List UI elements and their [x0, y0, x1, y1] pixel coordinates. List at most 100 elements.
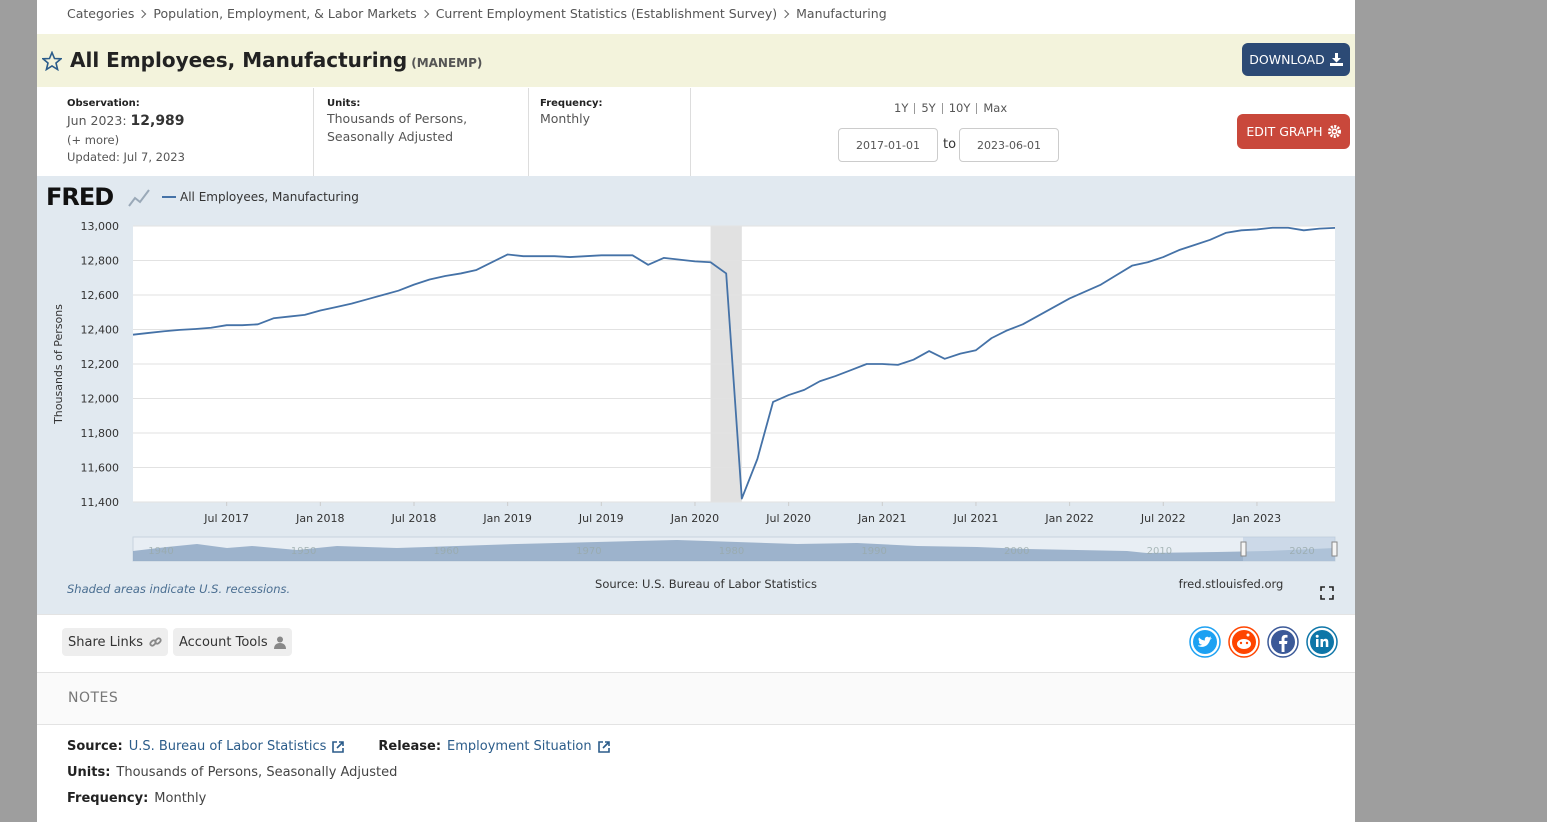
notes-source-line: Source: U.S. Bureau of Labor Statistics R… [67, 739, 610, 754]
reddit-icon[interactable] [1228, 626, 1260, 658]
chart-site: fred.stlouisfed.org [1179, 577, 1284, 591]
notes-units-line: Units: Thousands of Persons, Seasonally A… [67, 765, 397, 780]
content: Categories Population, Employment, & Lab… [37, 0, 1355, 822]
account-tools-button[interactable]: Account Tools [173, 628, 292, 656]
x-tick-label: Jul 2021 [953, 512, 999, 525]
range-button[interactable]: Max [976, 102, 1013, 114]
obs-label: Observation: [67, 98, 140, 109]
navigator-label: 2010 [1147, 546, 1172, 557]
logo-graph-line [128, 189, 150, 207]
range-button[interactable]: 5Y [914, 102, 941, 114]
frequency-value: Monthly [540, 111, 591, 126]
crumb[interactable]: Population, Employment, & Labor Markets [153, 6, 417, 21]
y-axis-label: Thousands of Persons [52, 304, 65, 425]
social-icons [1189, 626, 1338, 658]
chart: FRED All Employees, Manufacturing 11,400 11… [37, 176, 1355, 615]
x-tick-label: Jan 2019 [482, 512, 531, 525]
notes-units: Thousands of Persons, Seasonally Adjuste… [116, 765, 398, 780]
y-tick-label: 12,200 [81, 358, 120, 371]
end-date-input[interactable]: 2023-06-01 [959, 128, 1059, 162]
x-tick-label: Jan 2021 [857, 512, 906, 525]
units-value: Thousands of Persons, Seasonally Adjuste… [327, 111, 468, 144]
title-text: All Employees, Manufacturing [70, 48, 408, 72]
navigator-label: 2020 [1289, 546, 1314, 557]
range-to: to [943, 137, 957, 152]
external-icon [597, 740, 610, 753]
y-tick-label: 12,400 [81, 324, 120, 337]
breadcrumb: Categories Population, Employment, & Lab… [67, 6, 887, 21]
units-label: Units: [327, 98, 361, 109]
frequency-label: Frequency: [540, 98, 603, 109]
crumb[interactable]: Manufacturing [796, 6, 887, 21]
units-box: Units: Thousands of Persons, Seasonally … [327, 88, 529, 176]
y-tick-label: 11,400 [81, 496, 120, 509]
range-button[interactable]: 1Y [894, 101, 909, 115]
range-button[interactable]: 10Y [941, 102, 977, 114]
title-bar: All Employees, Manufacturing (MANEMP) DOW… [37, 34, 1355, 87]
y-tick-label: 12,000 [81, 393, 120, 406]
external-icon [332, 740, 345, 753]
navigator-label: 2000 [1004, 546, 1029, 557]
recession-note: Shaded areas indicate U.S. recessions. [67, 582, 290, 596]
y-tick-label: 11,800 [81, 427, 120, 440]
obs-updated: Updated: Jul 7, 2023 [67, 150, 185, 164]
x-tick-label: Jul 2020 [765, 512, 811, 525]
notes-frequency-label: Frequency: [67, 791, 149, 806]
navigator-label: 1990 [861, 546, 886, 557]
navigator-selection [1243, 537, 1335, 561]
navigator-label: 1950 [291, 546, 316, 557]
navigator-label: 1960 [434, 546, 459, 557]
legend-label: All Employees, Manufacturing [180, 190, 359, 204]
series-id: (MANEMP) [411, 56, 483, 70]
navigator-label: 1980 [719, 546, 744, 557]
y-tick-label: 12,800 [81, 255, 120, 268]
logo-graph-icon [128, 189, 150, 207]
notes-source[interactable]: U.S. Bureau of Labor Statistics [128, 739, 327, 754]
navigator-shape [133, 540, 1335, 561]
y-tick-label: 13,000 [81, 220, 120, 233]
download-button[interactable]: DOWNLOAD [1242, 43, 1350, 76]
notes-release-label: Release: [378, 739, 442, 754]
notes-release[interactable]: Employment Situation [447, 739, 592, 754]
x-tick-label: Jan 2018 [295, 512, 344, 525]
navigator-label: 1970 [576, 546, 601, 557]
user-icon [273, 636, 286, 649]
notes-units-label: Units: [67, 765, 111, 780]
chart-source: Source: U.S. Bureau of Labor Statistics [595, 577, 817, 591]
edit-graph-button[interactable]: EDIT GRAPH [1237, 114, 1350, 149]
frequency-box: Frequency: Monthly [540, 88, 691, 176]
x-tick-label: Jul 2018 [391, 512, 437, 525]
notes-heading: NOTES [68, 690, 119, 706]
facebook-icon[interactable] [1267, 626, 1299, 658]
start-date-input[interactable]: 2017-01-01 [838, 128, 938, 162]
x-tick-label: Jan 2020 [670, 512, 719, 525]
crumb[interactable]: Categories [67, 6, 135, 21]
obs-line: Jun 2023: 12,989 [67, 112, 185, 130]
navigator-handle [1240, 541, 1247, 557]
twitter-icon[interactable] [1189, 626, 1221, 658]
notes-frequency: Monthly [154, 791, 207, 806]
obs-value: 12,989 [130, 113, 185, 129]
link-icon [149, 636, 162, 647]
fred-logo: FRED [46, 183, 113, 211]
series-title: All Employees, Manufacturing (MANEMP) [70, 48, 482, 72]
notes-header: NOTES [37, 672, 1355, 725]
x-tick-label: Jan 2023 [1232, 512, 1281, 525]
star-icon[interactable] [42, 51, 62, 71]
x-tick-label: Jul 2022 [1140, 512, 1186, 525]
download-label: DOWNLOAD [1249, 52, 1325, 67]
account-label: Account Tools [179, 634, 268, 650]
share-links-button[interactable]: Share Links [62, 628, 169, 656]
notes-source-label: Source: [67, 739, 123, 754]
crumb[interactable]: Current Employment Statistics (Establish… [435, 6, 778, 21]
x-tick-label: Jul 2017 [203, 512, 249, 525]
fullscreen-icon [1320, 586, 1334, 600]
download-icon [1329, 53, 1343, 66]
obs-date: Jun 2023: [67, 113, 127, 128]
divider [37, 614, 1355, 615]
y-tick-label: 11,600 [81, 462, 120, 475]
linkedin-icon[interactable] [1306, 626, 1338, 658]
obs-more[interactable]: (+ more) [67, 133, 120, 147]
